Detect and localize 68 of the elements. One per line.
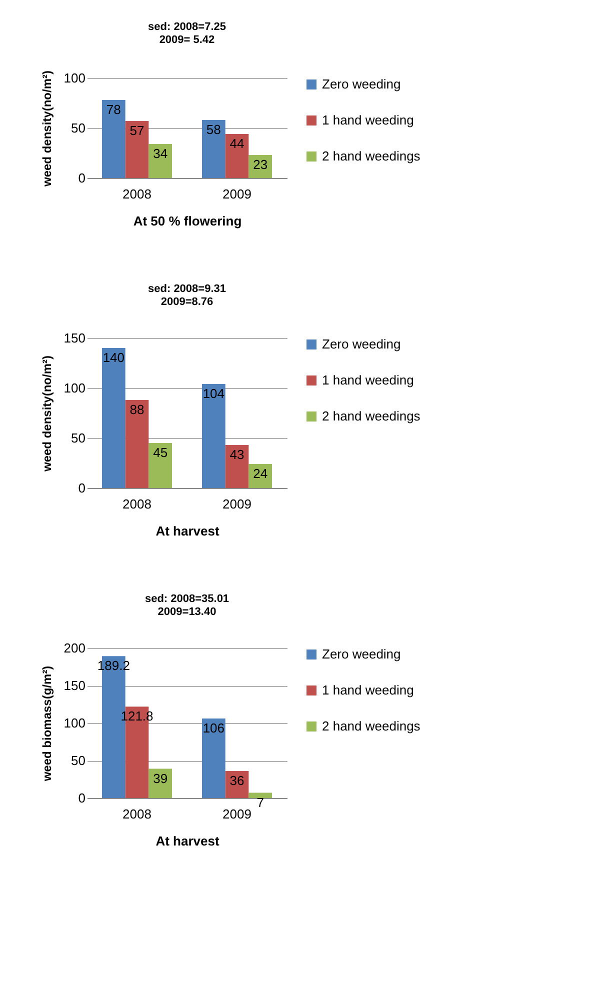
y-tick-label: 100 (64, 716, 86, 730)
legend-label: Zero weeding (322, 76, 401, 92)
y-tick-label: 150 (64, 330, 86, 346)
legend-label: 1 hand weeding (322, 682, 414, 698)
bar (125, 400, 149, 488)
data-label: 44 (230, 136, 244, 151)
text: sed: 2008=35.01 (144, 593, 230, 605)
bar (148, 144, 172, 178)
y-tick-label: 100 (64, 380, 86, 396)
data-label: 106 (202, 720, 225, 736)
bar (202, 718, 226, 798)
data-label: 23 (253, 157, 268, 172)
bar (202, 384, 226, 488)
x-tick-label: 2008 (122, 496, 152, 512)
data-label: 39 (153, 770, 168, 786)
y-tick-label: 0 (78, 170, 86, 186)
data-label: 58 (206, 122, 221, 137)
data-label: 36 (230, 773, 244, 788)
bar (248, 792, 272, 798)
bar (125, 121, 149, 178)
data-label: 57 (130, 123, 144, 138)
legend-label: 1 hand weeding (322, 112, 414, 128)
data-label: 104 (202, 386, 225, 401)
data-label: 24 (253, 466, 268, 481)
x-axis-title: At harvest (156, 834, 220, 848)
legend-label: 2 hand weedings (322, 408, 421, 424)
text: 2009=8.76 (160, 296, 214, 308)
x-axis-title: At harvest (156, 524, 220, 538)
y-tick-label: 0 (78, 480, 86, 496)
y-axis-title: weed density(no/m²) (40, 355, 54, 473)
x-tick-label: 2009 (222, 806, 252, 822)
x-tick-label: 2009 (222, 186, 252, 202)
data-label: 34 (153, 146, 168, 161)
legend-label: 2 hand weedings (322, 718, 421, 734)
data-label: 140 (102, 350, 125, 365)
data-label: 7 (256, 794, 264, 810)
x-tick-label: 2009 (222, 496, 252, 512)
text: sed: 2008=7.25 (148, 20, 226, 33)
data-label: 88 (130, 402, 144, 417)
text: 2009= 5.42 (159, 34, 215, 46)
bar (102, 348, 126, 488)
x-axis-title: At 50 % flowering (133, 214, 242, 228)
data-label: 78 (106, 102, 121, 117)
text: sed: 2008=9.31 (148, 283, 226, 295)
legend-label: 2 hand weedings (322, 148, 421, 164)
y-tick-label: 50 (71, 120, 86, 136)
y-tick-label: 0 (78, 790, 86, 806)
bar (248, 464, 272, 488)
y-tick-label: 150 (64, 678, 86, 693)
bar (148, 443, 172, 488)
data-label: 43 (230, 447, 244, 462)
bar (102, 100, 126, 178)
y-tick-label: 100 (64, 70, 86, 86)
y-tick-label: 200 (64, 640, 86, 656)
bar (225, 445, 249, 488)
x-tick-label: 2008 (122, 186, 152, 202)
y-axis-title: weed biomass(g/m²) (40, 666, 54, 782)
legend-label: Zero weeding (322, 336, 401, 352)
bar (202, 120, 226, 178)
y-tick-label: 50 (71, 753, 86, 768)
y-axis-title: weed density(no/m²) (40, 70, 54, 188)
x-tick-label: 2008 (122, 806, 152, 822)
text: 2009=13.40 (158, 606, 216, 618)
legend-label: 1 hand weeding (322, 372, 414, 388)
legend-label: Zero weeding (322, 646, 401, 662)
bar (225, 134, 249, 178)
data-label: 45 (153, 445, 168, 460)
y-tick-label: 50 (71, 430, 86, 446)
